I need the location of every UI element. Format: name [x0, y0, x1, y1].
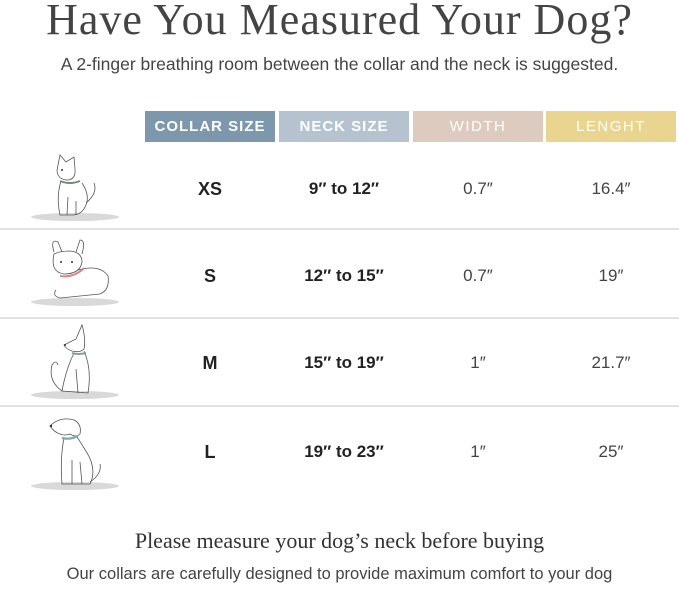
collar-size: M	[202, 352, 218, 373]
footer-heading: Please measure your dog’s neck before bu…	[134, 528, 545, 553]
length-value: 16.4″	[591, 179, 631, 198]
page-subtitle: A 2-finger breathing room between the co…	[60, 54, 619, 74]
small-dog-icon	[31, 154, 119, 221]
width-value: 0.7″	[463, 266, 493, 285]
length-value: 21.7″	[591, 353, 631, 372]
table-row: M 15″ to 19″ 1″ 21.7″	[0, 319, 679, 407]
table-row: L 19″ to 23″ 1″ 25″	[0, 408, 679, 496]
header-width: WIDTH	[413, 111, 543, 142]
row-divider	[0, 317, 679, 319]
footer-text: Our collars are carefully designed to pr…	[66, 565, 613, 583]
neck-size: 9″ to 12″	[308, 179, 380, 198]
width-value: 1″	[470, 353, 486, 372]
header-neck-size: NECK SIZE	[279, 111, 409, 142]
length-value: 19″	[598, 266, 624, 285]
neck-size: 12″ to 15″	[304, 266, 384, 285]
collar-size: S	[203, 265, 216, 286]
header-collar-size: COLLAR SIZE	[145, 111, 275, 142]
page-title: Have You Measured Your Dog?	[46, 0, 633, 44]
header-length: LENGHT	[546, 111, 676, 142]
row-divider	[0, 228, 679, 230]
french-bulldog-icon	[31, 239, 119, 306]
large-dog-icon	[31, 418, 119, 490]
collar-size: XS	[197, 178, 222, 199]
length-value: 25″	[598, 442, 624, 461]
table-row: S 12″ to 15″ 0.7″ 19″	[0, 232, 679, 320]
neck-size: 15″ to 19″	[304, 353, 384, 372]
width-value: 0.7″	[463, 179, 493, 198]
collar-size: L	[204, 441, 216, 462]
row-divider	[0, 405, 679, 407]
medium-dog-icon	[31, 323, 119, 399]
neck-size: 19″ to 23″	[304, 442, 384, 461]
width-value: 1″	[470, 442, 486, 461]
table-row: XS 9″ to 12″ 0.7″ 16.4″	[0, 145, 679, 233]
